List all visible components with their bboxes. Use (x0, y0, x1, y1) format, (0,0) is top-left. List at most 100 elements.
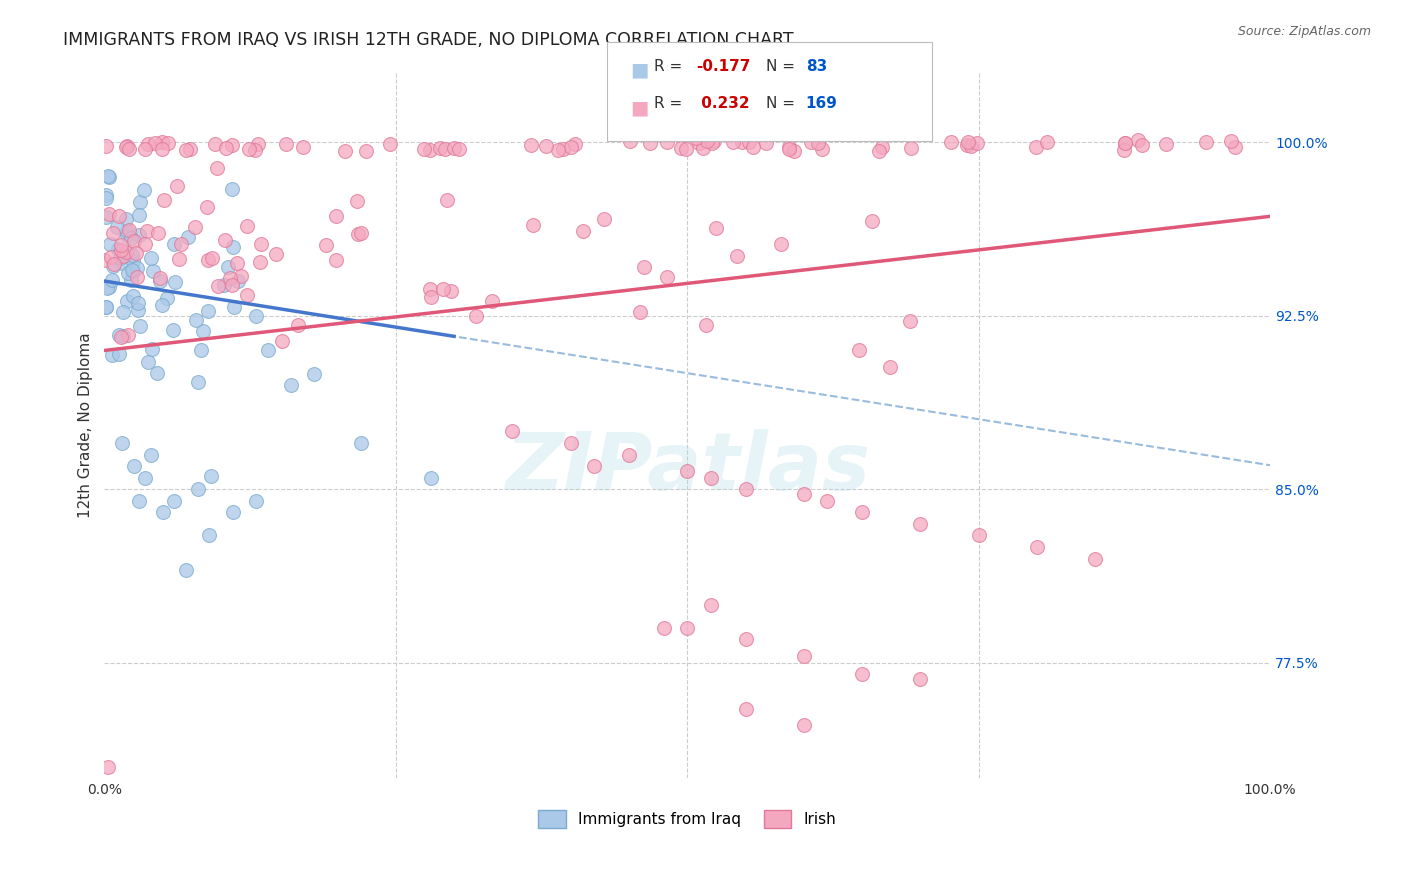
Point (638, 136, 661, 150)
Point (481, 294, 503, 309)
Point (163, 493, 186, 508)
Point (249, 254, 271, 268)
Y-axis label: 12th Grade, No Diploma: 12th Grade, No Diploma (79, 333, 93, 518)
Point (898, 314, 921, 328)
Point (111, 436, 134, 450)
Point (127, 295, 149, 310)
Point (124, 234, 146, 248)
Point (156, 136, 179, 150)
Point (1114, 136, 1136, 150)
Text: -0.177: -0.177 (696, 59, 751, 74)
Text: R =: R = (654, 59, 688, 74)
Point (195, 200, 218, 214)
Point (174, 143, 197, 157)
Point (121, 263, 143, 277)
Point (167, 252, 190, 266)
Point (166, 178, 188, 193)
Text: R =: R = (654, 96, 688, 112)
Point (652, 621, 675, 635)
Point (860, 214, 883, 228)
Point (879, 360, 901, 375)
Point (350, 226, 373, 240)
Point (107, 242, 129, 256)
Point (152, 193, 174, 207)
Point (851, 667, 873, 681)
Point (734, 482, 756, 496)
Point (96, 301, 118, 315)
Point (111, 249, 134, 263)
Point (97, 759, 120, 773)
Point (228, 274, 250, 288)
Point (1026, 540, 1049, 554)
Point (271, 334, 294, 349)
Point (162, 323, 184, 337)
Point (219, 271, 242, 285)
Point (146, 366, 169, 380)
Point (120, 273, 142, 287)
Point (122, 264, 145, 278)
Point (302, 367, 325, 381)
Point (136, 137, 159, 152)
Point (225, 256, 247, 270)
Point (215, 141, 238, 155)
Point (134, 236, 156, 251)
Point (692, 140, 714, 154)
Point (429, 141, 451, 155)
Point (848, 343, 870, 357)
Point (617, 448, 640, 462)
Point (117, 266, 139, 280)
Point (205, 161, 228, 175)
Point (778, 139, 800, 153)
Point (800, 135, 823, 149)
Point (695, 318, 717, 332)
Point (778, 142, 800, 156)
Point (685, 130, 707, 145)
Point (1126, 133, 1149, 147)
Point (103, 256, 125, 270)
Point (734, 632, 756, 647)
Point (134, 183, 156, 197)
Point (671, 141, 693, 155)
Point (1112, 143, 1135, 157)
Point (141, 342, 163, 356)
Point (447, 142, 470, 156)
Point (97, 207, 120, 221)
Point (163, 237, 186, 252)
Point (184, 219, 207, 234)
Point (737, 136, 759, 150)
Point (704, 220, 727, 235)
Point (851, 505, 873, 519)
Point (108, 252, 131, 266)
Point (149, 270, 172, 285)
Point (112, 329, 135, 343)
Point (592, 212, 614, 227)
Point (207, 279, 229, 293)
Point (657, 270, 679, 285)
Point (688, 136, 710, 151)
Point (150, 135, 173, 149)
Point (135, 224, 157, 238)
Point (193, 324, 215, 338)
Point (174, 563, 197, 577)
Point (325, 252, 347, 267)
Point (177, 230, 200, 244)
Point (419, 290, 441, 304)
Point (941, 136, 963, 150)
Point (115, 140, 138, 154)
Point (128, 228, 150, 243)
Text: ZIPatlas: ZIPatlas (505, 429, 870, 507)
Point (583, 458, 606, 473)
Point (221, 240, 243, 254)
Point (96, 139, 118, 153)
Point (108, 209, 131, 223)
Point (731, 135, 754, 149)
Point (910, 516, 932, 531)
Point (222, 300, 245, 314)
Point (291, 140, 314, 154)
Point (98, 280, 121, 294)
Point (93, 253, 115, 268)
Point (110, 330, 132, 344)
Point (136, 354, 159, 368)
Point (156, 291, 179, 305)
Point (440, 285, 463, 299)
